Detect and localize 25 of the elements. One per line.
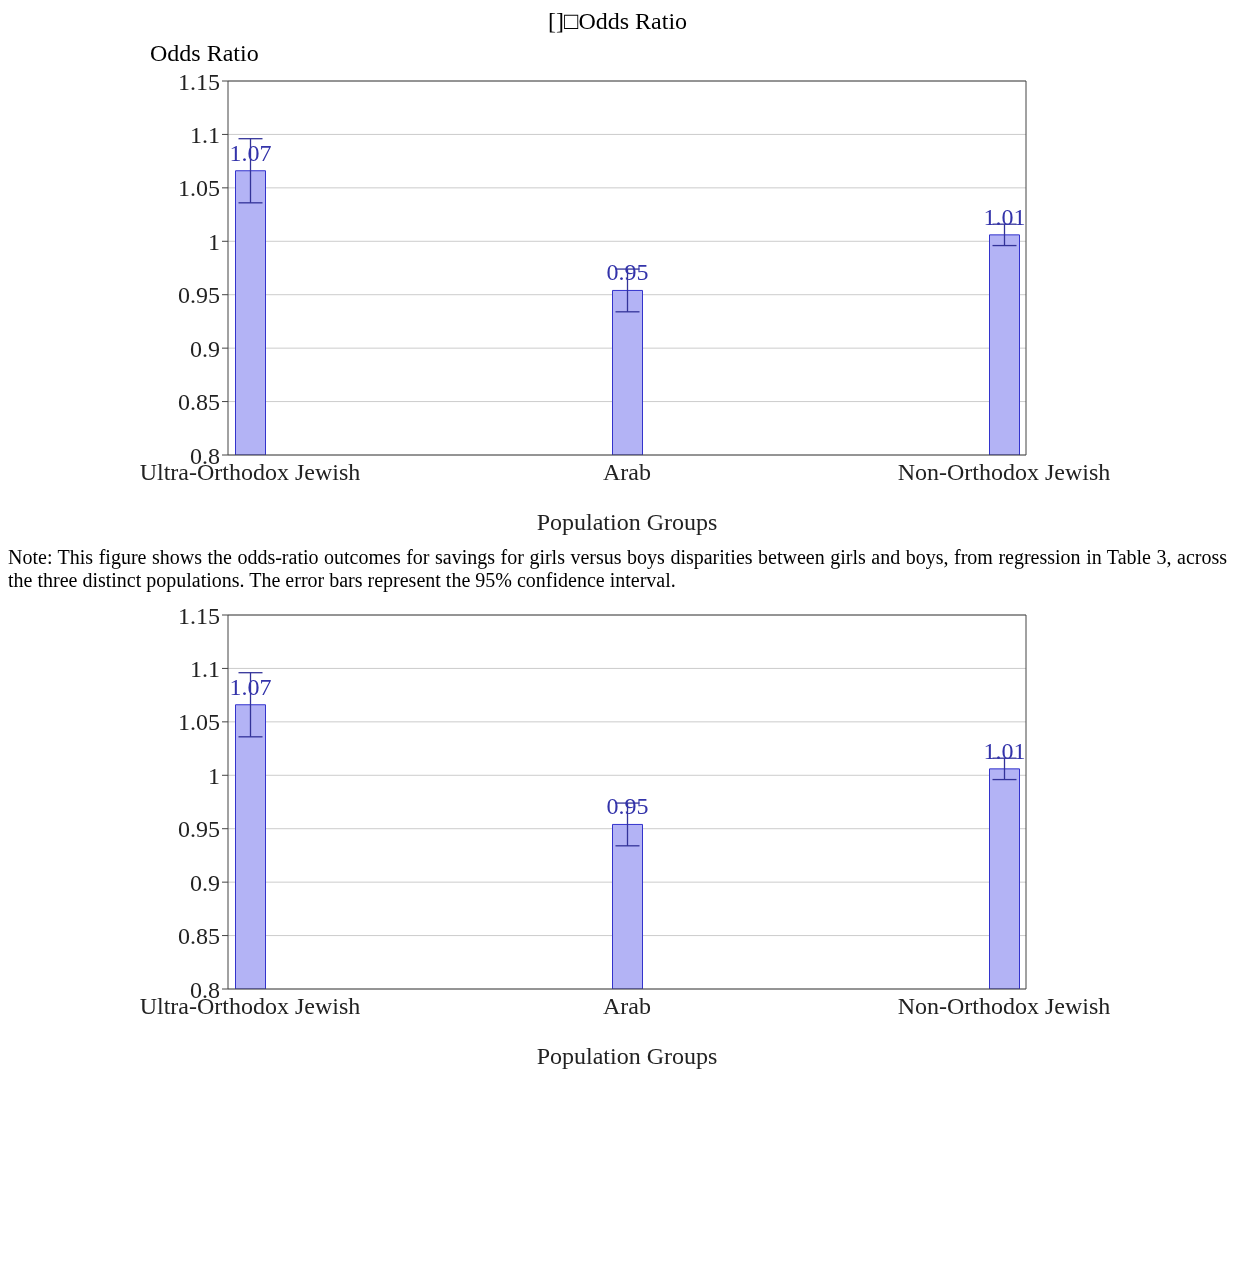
y-tick-label: 1.1 [190, 121, 220, 148]
x-tick-label: Non-Orthodox Jewish [897, 459, 1111, 486]
x-tick-label: Arab [603, 459, 651, 486]
x-tick-label: Non-Orthodox Jewish [897, 993, 1111, 1020]
y-tick-label: 1.05 [178, 709, 220, 736]
y-tick-label: 0.9 [190, 335, 220, 362]
text: Note: This figure shows the odds-ratio outcomes for savings for girls versus boys disparities between girls and boys, from regression in Table 3, across the three distinct populations. The error bars represent the 95% confidence interval. [8, 546, 1227, 592]
y-tick-label: 1.15 [178, 602, 220, 629]
data-label: 1.01 [983, 203, 1026, 230]
x-tick-label: Arab [603, 993, 651, 1020]
data-label: 1.01 [983, 737, 1026, 764]
y-tick-label: 1.15 [178, 68, 220, 95]
y-tick-label: 0.95 [178, 816, 220, 843]
y-tick-label: 0.85 [178, 923, 220, 950]
y-axis-title: Odds Ratio [150, 40, 260, 68]
x-axis-title: Population Groups [536, 1043, 718, 1069]
chart-title: []□Odds Ratio [546, 8, 689, 36]
y-tick-label: 1.05 [178, 175, 220, 202]
y-tick-label: 0.9 [190, 869, 220, 896]
y-tick-label: 1 [208, 762, 220, 789]
y-tick-label: 0.85 [178, 389, 220, 416]
y-tick-label: 0.95 [178, 282, 220, 309]
x-axis-title: Population Groups [536, 509, 718, 535]
y-tick-label: 1 [208, 228, 220, 255]
y-tick-label: 1.1 [190, 655, 220, 682]
